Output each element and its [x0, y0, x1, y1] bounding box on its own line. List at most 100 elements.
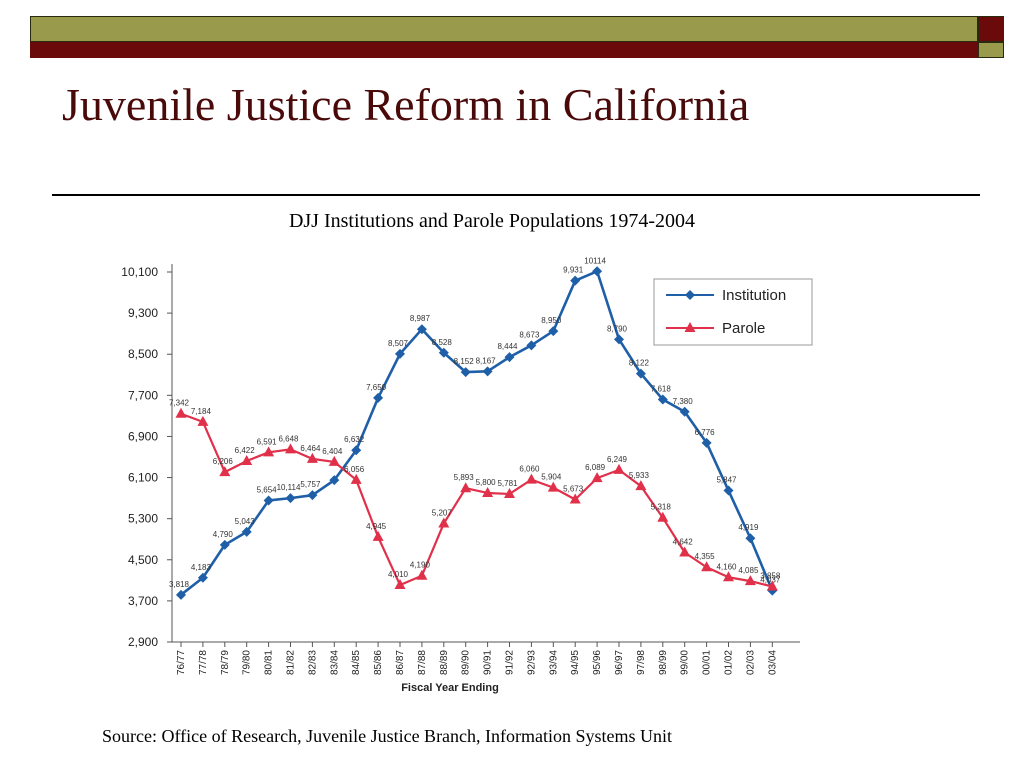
header-dark-band [30, 42, 978, 58]
source-note: Source: Office of Research, Juvenile Jus… [102, 726, 673, 746]
slide-title: Juvenile Justice Reform in California [62, 79, 750, 130]
x-tick-label: 96/97 [614, 650, 625, 675]
institution-point [657, 394, 668, 405]
x-tick-label: 78/79 [220, 650, 231, 675]
institution-point [176, 589, 186, 600]
parole-data-label: 6,089 [585, 463, 606, 472]
institution-point [460, 367, 471, 378]
parole-point [350, 473, 362, 484]
parole-point [175, 407, 187, 418]
parole-data-label: 6,056 [344, 465, 365, 474]
institution-data-label: 8,950 [541, 316, 562, 325]
parole-data-label: 5,781 [497, 479, 518, 488]
parole-data-label: 6,404 [322, 447, 343, 456]
x-tick-label: 94/95 [570, 650, 581, 675]
institution-point [219, 539, 230, 550]
parole-data-label: 4,085 [738, 566, 759, 575]
parole-data-label: 3,858 [760, 572, 781, 581]
institution-point [329, 475, 340, 486]
parole-data-label: 4,190 [410, 561, 431, 570]
y-tick-label: 6,100 [128, 471, 158, 485]
institution-point [482, 366, 493, 377]
parole-point [219, 466, 231, 477]
parole-point [723, 571, 734, 582]
x-tick-label: 82/83 [307, 650, 318, 675]
parole-data-label: 6,648 [278, 434, 299, 443]
x-tick-label: 02/03 [745, 650, 756, 675]
parole-data-label: 4,945 [366, 522, 387, 531]
parole-point [679, 546, 691, 557]
parole-point [263, 446, 275, 457]
parole-data-label: 6,249 [607, 455, 628, 464]
parole-data-label: 4,160 [716, 562, 737, 571]
x-tick-label: 93/94 [548, 650, 559, 675]
parole-point [766, 580, 778, 591]
parole-data-label: 5,318 [651, 503, 672, 512]
institution-point [745, 533, 756, 544]
parole-data-label: 6,591 [257, 437, 278, 446]
institution-point [263, 495, 274, 506]
chart-title: DJJ Institutions and Parole Populations … [288, 210, 696, 232]
legend-marker [685, 290, 695, 300]
x-tick-label: 86/87 [395, 650, 406, 675]
institution-data-label: 4,037 [760, 576, 781, 585]
x-tick-label: 99/00 [680, 650, 691, 675]
x-tick-label: 03/04 [767, 650, 778, 675]
parole-point [197, 415, 209, 426]
x-tick-label: 88/89 [439, 650, 450, 675]
parole-point [657, 511, 669, 522]
institution-data-label: 8,790 [607, 324, 628, 333]
legend-label: Parole [722, 320, 765, 337]
parole-data-label: 6,060 [519, 465, 540, 474]
institution-data-label: 7,380 [673, 397, 694, 406]
x-tick-label: 87/88 [417, 650, 428, 675]
institution-data-label: 8,167 [476, 356, 497, 365]
parole-point [328, 455, 340, 466]
institution-data-label: 4,919 [738, 523, 759, 532]
parole-data-label: 7,342 [169, 399, 190, 408]
institution-point [373, 392, 384, 403]
institution-point [504, 352, 515, 363]
parole-data-label: 4,355 [695, 552, 716, 561]
x-axis-label: Fiscal Year Ending [401, 682, 499, 694]
parole-data-label: 7,184 [191, 407, 212, 416]
x-tick-label: 95/96 [592, 650, 603, 675]
parole-point [635, 480, 647, 491]
institution-point [416, 324, 427, 335]
y-tick-label: 8,500 [128, 347, 158, 361]
parole-point [416, 569, 428, 580]
x-tick-label: 92/93 [526, 650, 537, 675]
corner-square-top [978, 16, 1004, 42]
institution-point [241, 526, 252, 537]
institution-data-label: 5,757 [300, 480, 321, 489]
title-divider [52, 194, 980, 196]
parole-point [591, 472, 603, 483]
institution-point [635, 368, 646, 379]
institution-data-label: 6,776 [695, 428, 716, 437]
x-tick-label: 97/98 [636, 650, 647, 675]
parole-point [241, 455, 253, 466]
institution-data-label: 8,122 [629, 359, 650, 368]
parole-point [569, 493, 581, 504]
institution-data-label: 4,183 [191, 563, 212, 572]
x-tick-label: 83/84 [329, 650, 340, 675]
institution-data-label: 8,444 [497, 342, 518, 351]
x-tick-label: 98/99 [658, 650, 669, 675]
parole-data-label: 6,464 [300, 444, 321, 453]
institution-point [723, 485, 734, 496]
institution-point [570, 275, 581, 286]
parole-point [438, 517, 450, 528]
y-tick-label: 6,900 [128, 429, 158, 443]
parole-data-label: 5,893 [454, 473, 475, 482]
institution-data-label: 5,847 [716, 476, 737, 485]
parole-data-label: 5,800 [476, 478, 497, 487]
institution-point [438, 347, 449, 358]
institution-data-label: 8,987 [410, 314, 431, 323]
institution-data-label: 7,650 [366, 383, 387, 392]
institution-point [395, 348, 405, 359]
parole-data-label: 6,422 [235, 446, 256, 455]
institution-data-label: 10,114 [277, 483, 301, 492]
institution-data-label: 5,654 [257, 485, 278, 494]
institution-data-label: 4,790 [213, 530, 234, 539]
